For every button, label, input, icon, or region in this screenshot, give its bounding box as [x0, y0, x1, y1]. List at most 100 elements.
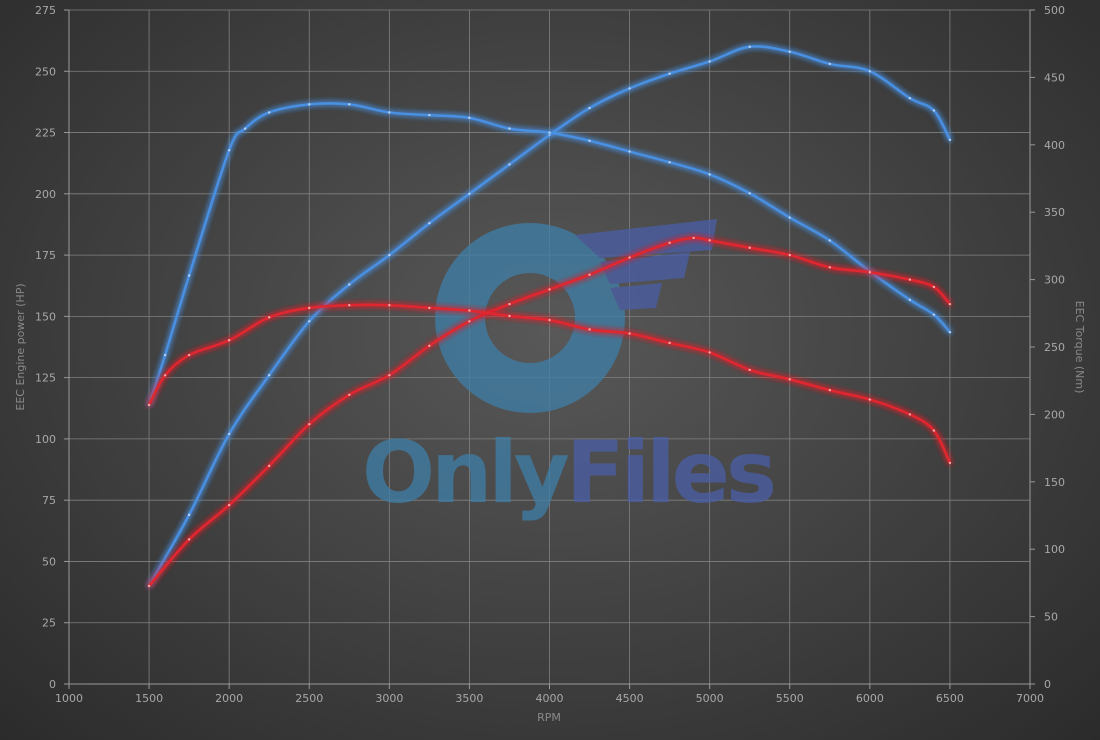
data-point: [908, 97, 912, 100]
y-right-tick-label: 450: [1044, 71, 1065, 84]
data-point: [748, 192, 751, 195]
data-point: [227, 432, 231, 436]
y-left-tick-label: 250: [35, 65, 56, 78]
data-point: [948, 330, 952, 334]
data-point: [932, 109, 936, 112]
data-point: [468, 309, 471, 312]
data-point: [628, 332, 631, 335]
data-point: [708, 173, 711, 176]
data-point: [828, 239, 831, 242]
data-point: [932, 313, 936, 316]
data-point: [932, 285, 936, 289]
axes: 1000 1500 2000 2500 3000 3500 4000 4500 5000 5500…: [35, 4, 1065, 705]
y-left-tick-label: 175: [35, 249, 56, 262]
y-right-tick-label: 350: [1044, 206, 1065, 219]
data-point: [508, 163, 511, 166]
y-left-tick-label: 0: [49, 678, 56, 691]
x-tick-label: 5500: [776, 692, 804, 705]
data-point: [468, 192, 471, 196]
data-point: [508, 314, 511, 318]
x-axis-label: RPM: [537, 711, 561, 724]
data-point: [308, 306, 311, 310]
data-point: [868, 70, 872, 73]
y-left-tick-label: 75: [42, 494, 56, 507]
data-point: [348, 283, 351, 286]
data-point: [828, 388, 831, 392]
data-point: [163, 374, 167, 377]
data-point: [508, 127, 511, 130]
watermark-text: OnlyFiles: [362, 423, 774, 523]
data-point: [227, 339, 231, 342]
x-tick-label: 2500: [295, 692, 323, 705]
data-point: [388, 373, 391, 377]
data-point: [147, 584, 151, 588]
y-right-tick-label: 500: [1044, 4, 1065, 17]
data-point: [588, 328, 591, 331]
y-left-tick-label: 50: [42, 555, 56, 568]
data-point: [748, 45, 751, 48]
y-right-tick-label: 300: [1044, 274, 1065, 287]
data-point: [548, 288, 551, 291]
y-axis-right-label: EEC Torque (Nm): [1073, 301, 1086, 394]
data-point: [628, 256, 631, 259]
data-point: [708, 60, 711, 63]
data-point: [227, 148, 231, 152]
data-point: [308, 103, 311, 106]
data-point: [628, 87, 631, 90]
y-left-tick-label: 125: [35, 372, 56, 385]
x-tick-label: 1500: [135, 692, 163, 705]
data-point: [932, 429, 936, 432]
data-point: [788, 378, 791, 381]
data-point: [948, 302, 952, 306]
x-tick-label: 7000: [1016, 692, 1044, 705]
data-point: [788, 216, 791, 219]
y-left-tick-label: 150: [35, 310, 56, 323]
data-point: [708, 351, 711, 354]
data-point: [788, 253, 791, 257]
data-point: [668, 72, 671, 75]
y-left-tick-label: 200: [35, 188, 56, 201]
data-point: [948, 461, 952, 465]
y-right-tick-label: 0: [1044, 678, 1051, 691]
x-tick-label: 4000: [536, 692, 564, 705]
y-right-tick-label: 400: [1044, 139, 1065, 152]
data-point: [788, 50, 791, 53]
data-point: [388, 111, 391, 114]
data-point: [428, 222, 431, 225]
x-tick-label: 6000: [856, 692, 884, 705]
data-point: [828, 266, 831, 269]
data-point: [468, 116, 471, 120]
data-point: [668, 341, 671, 345]
data-point: [388, 304, 391, 307]
data-point: [348, 304, 351, 307]
data-point: [388, 253, 391, 257]
watermark-o-ring: [435, 223, 625, 413]
onlyfiles-watermark-logo: OnlyFiles: [362, 219, 778, 523]
data-point: [147, 403, 151, 407]
y-left-tick-label: 25: [42, 617, 56, 630]
data-point: [227, 503, 231, 507]
series-lines: [147, 45, 952, 588]
data-point: [908, 298, 912, 302]
data-point: [187, 274, 191, 277]
data-point: [468, 320, 471, 323]
data-point: [548, 318, 551, 322]
data-point: [748, 246, 751, 249]
data-point: [588, 139, 591, 142]
x-tick-label: 5000: [696, 692, 724, 705]
data-point: [588, 273, 591, 276]
data-point: [268, 316, 271, 319]
y-axis-left-label: EEC Engine power (HP): [14, 283, 27, 410]
data-point: [243, 127, 247, 130]
data-point: [668, 241, 671, 245]
data-point: [668, 161, 671, 164]
data-point: [868, 271, 872, 274]
data-point: [308, 320, 311, 323]
x-tick-label: 6500: [936, 692, 964, 705]
data-point: [428, 306, 431, 310]
x-tick-label: 3500: [455, 692, 483, 705]
data-point: [692, 236, 695, 240]
data-point: [628, 150, 631, 153]
data-point: [548, 131, 551, 134]
